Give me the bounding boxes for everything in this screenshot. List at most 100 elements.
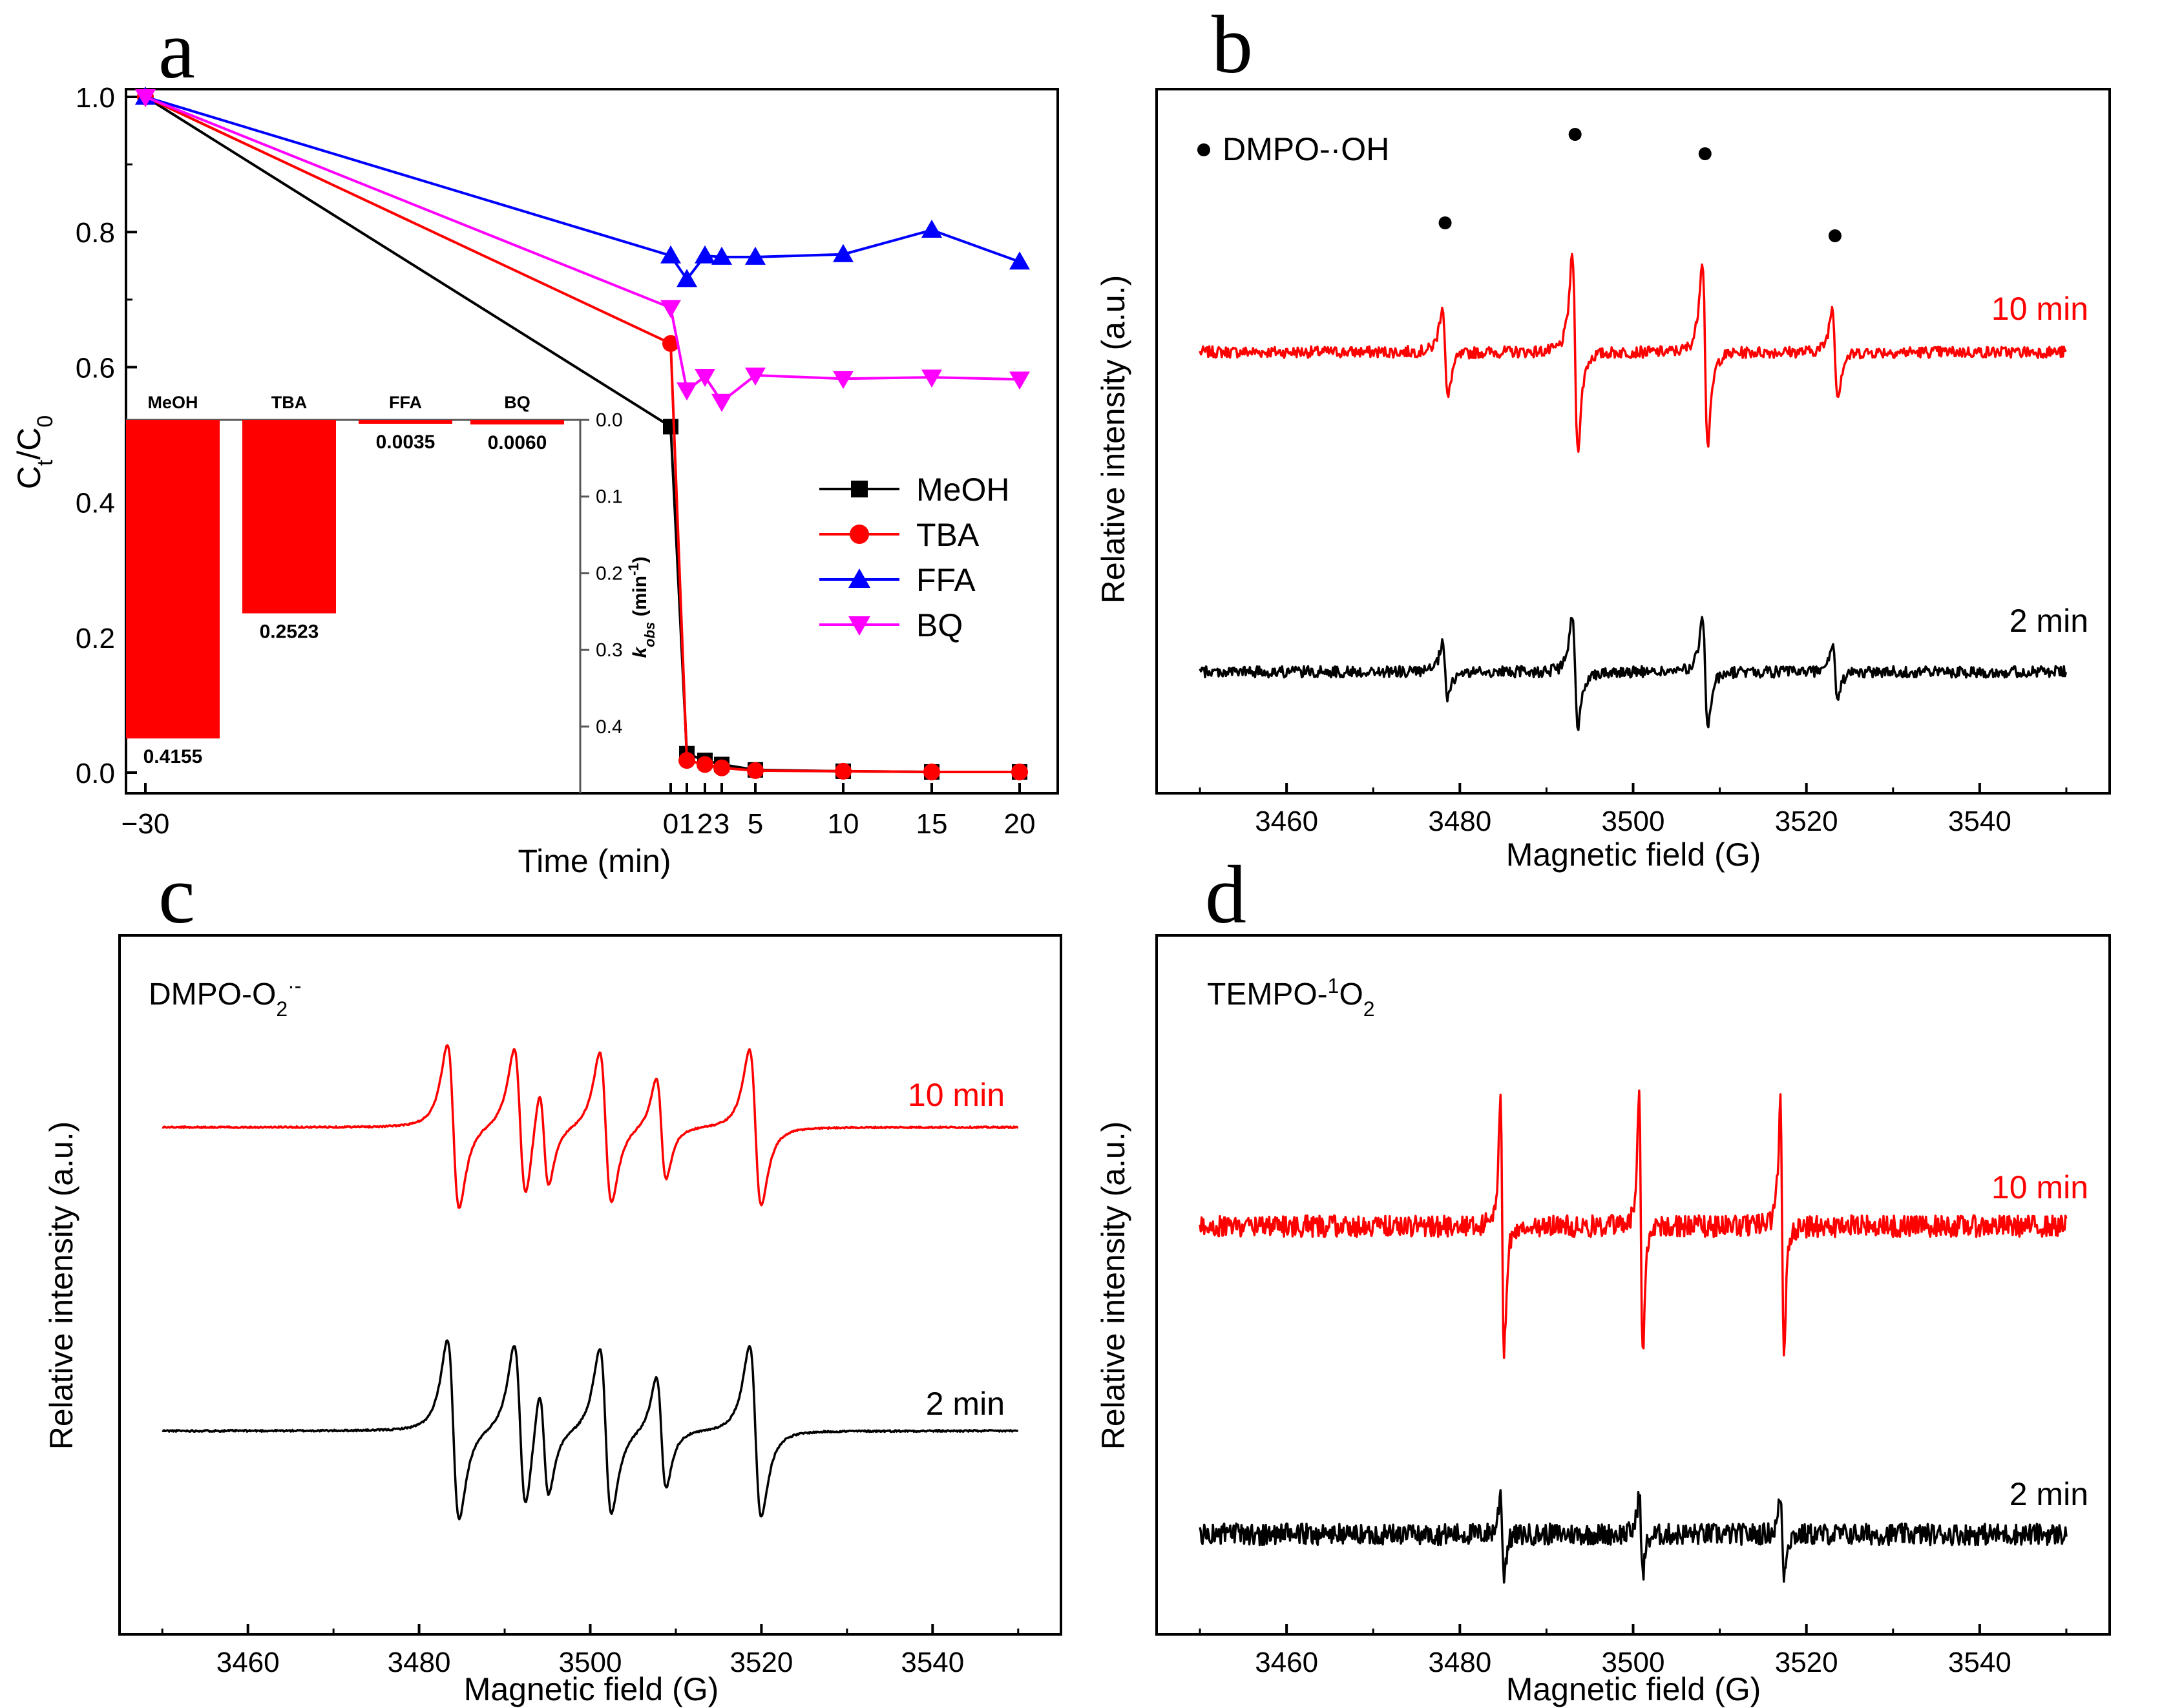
data-point-bq (921, 370, 942, 388)
inset-y-axis: 0.0 0.1 0.2 0.3 0.4 (580, 410, 623, 738)
x-tick-label: 3500 (1602, 806, 1665, 837)
panel-b-x-label: Magnetic field (G) (1506, 837, 1761, 873)
inset-bar-meoh (126, 420, 220, 739)
x-tick-label: 3460 (1255, 806, 1318, 837)
peak-marker-dot (1828, 229, 1842, 242)
spectrum-c-2min (162, 1339, 1019, 1521)
inset-category-label: BQ (504, 393, 530, 412)
a-y-tick-label: 0.0 (76, 758, 115, 789)
inset-value-label: 0.2523 (260, 621, 319, 642)
panel-a-x-axis: −30 0 1 2 3 5 10 15 20 (121, 783, 1036, 840)
panel-letter-a: a (158, 4, 195, 96)
panel-d-x-axis: 3460 3480 3500 3520 3540 (1199, 1624, 2068, 1678)
legend-label-ffa: FFA (916, 562, 976, 598)
data-point-bq (1009, 371, 1030, 390)
a-y-tick-label: 0.6 (76, 352, 115, 384)
x-tick-label: 3520 (1775, 1647, 1838, 1678)
data-point-bq (660, 300, 681, 318)
panel-letter-d: d (1205, 849, 1246, 941)
inset-y-tick-label: 0.1 (596, 486, 623, 508)
panel-b-peak-markers (1438, 128, 1842, 242)
legend-item-ffa: FFA (819, 562, 976, 598)
inset-bar-ffa (359, 420, 452, 424)
data-point-tba (923, 763, 940, 780)
panel-b-series (1199, 253, 2068, 731)
peak-marker-dot (1698, 147, 1712, 160)
panel-d-label-10min: 10 min (1991, 1169, 2088, 1205)
legend-label-meoh: MeOH (916, 472, 1009, 508)
panel-a-legend: MeOH TBA FFA BQ (819, 472, 1009, 643)
a-y-tick-label: 0.8 (76, 217, 115, 249)
legend-marker-ffa (848, 568, 870, 588)
inset-bars: MeOH 0.4155 TBA 0.2523 FFA 0.0035 BQ 0.0060 (126, 393, 564, 767)
x-tick-label: 3540 (1948, 806, 2011, 837)
panel-a-series (135, 87, 1030, 780)
legend-label-bq: BQ (916, 607, 963, 643)
inset-value-label: 0.0035 (376, 432, 436, 453)
legend-item-meoh: MeOH (819, 472, 1009, 508)
panel-d-series (1199, 1089, 2068, 1584)
series-line-ffa (145, 96, 1020, 282)
inset-bar-bq (470, 420, 564, 425)
a-x-tick-label: 0 (663, 808, 678, 840)
x-tick-label: 3540 (1948, 1647, 2011, 1678)
x-tick-label: 3480 (388, 1647, 451, 1678)
x-tick-label: 3520 (1775, 806, 1838, 837)
series-line-bq (145, 96, 1020, 404)
panel-b-frame (1155, 88, 2111, 795)
panel-letter-b: b (1212, 0, 1253, 90)
panel-b-annotation: DMPO-·OH (1223, 131, 1389, 167)
a-x-tick-label: 20 (1004, 808, 1036, 840)
peak-marker-dot (1438, 216, 1452, 229)
data-point-ffa (745, 246, 766, 265)
panel-c-label-10min: 10 min (908, 1077, 1005, 1113)
data-point-ffa (833, 244, 854, 262)
inset-y-tick-label: 0.4 (596, 716, 623, 738)
panel-b-x-axis: 3460 3480 3500 3520 3540 (1199, 783, 2068, 837)
a-y-tick-label: 0.2 (76, 623, 115, 654)
data-point-bq (135, 89, 156, 107)
legend-item-bq: BQ (819, 607, 963, 643)
a-x-tick-label: 10 (828, 808, 859, 840)
panel-a-y-axis: 0.0 0.2 0.4 0.6 0.8 1.0 (76, 82, 137, 789)
data-point-ffa (695, 245, 715, 264)
panel-c-label-2min: 2 min (926, 1386, 1005, 1422)
panel-c-frame (118, 934, 1062, 1636)
spectrum-d-2min (1199, 1489, 2068, 1584)
data-point-bq (711, 393, 732, 412)
a-x-tick-label: 15 (916, 808, 948, 840)
a-x-tick-label: 3 (714, 808, 729, 840)
x-tick-label: 3460 (1255, 1647, 1318, 1678)
spectrum-b-10min (1199, 253, 2067, 453)
data-point-tba (1011, 763, 1028, 780)
a-y-tick-label: 0.4 (76, 488, 115, 519)
a-x-tick-label: 5 (748, 808, 763, 840)
panel-b-label-10min: 10 min (1991, 291, 2088, 327)
inset-value-label: 0.4155 (143, 746, 203, 767)
inset-y-tick-label: 0.2 (596, 563, 623, 584)
inset-category-label: MeOH (147, 393, 198, 412)
panel-d-label-2min: 2 min (2010, 1476, 2088, 1512)
data-point-bq (695, 369, 715, 388)
panel-letter-c: c (158, 849, 195, 941)
panel-a: a 0.0 0.2 0.4 0.6 0.8 1.0 −30 0 1 2 3 5 10 15 20 Time… (11, 4, 1059, 879)
spectrum-d-10min (1199, 1089, 2068, 1359)
x-tick-label: 3460 (216, 1647, 280, 1678)
data-point-bq (833, 371, 854, 390)
data-point-meoh (663, 419, 678, 435)
inset-value-label: 0.0060 (488, 432, 547, 453)
x-tick-label: 3480 (1428, 1647, 1491, 1678)
legend-marker-tba (850, 525, 869, 544)
inset-y-label: kobs (min-1) (625, 556, 658, 658)
data-point-bq (677, 382, 697, 401)
inset-category-label: FFA (389, 393, 422, 412)
data-point-ffa (660, 245, 681, 264)
panel-c-y-label: Relative intensity (a.u.) (43, 1121, 79, 1450)
panel-b-y-label: Relative intensity (a.u.) (1095, 275, 1131, 604)
panel-d-y-label: Relative intensity (a.u.) (1095, 1121, 1131, 1450)
panel-d-annotation: TEMPO-1O2 (1207, 974, 1375, 1021)
x-tick-label: 3480 (1428, 806, 1491, 837)
data-point-ffa (921, 220, 942, 238)
data-point-ffa (711, 246, 732, 265)
